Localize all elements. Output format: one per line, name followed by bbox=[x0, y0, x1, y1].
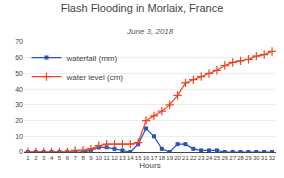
svg-text:20: 20 bbox=[15, 117, 23, 124]
svg-text:2: 2 bbox=[34, 155, 38, 161]
svg-text:28: 28 bbox=[237, 155, 244, 161]
svg-text:7: 7 bbox=[74, 155, 78, 161]
svg-text:29: 29 bbox=[245, 155, 252, 161]
svg-text:50: 50 bbox=[15, 70, 23, 77]
svg-text:10: 10 bbox=[15, 133, 23, 140]
svg-text:12: 12 bbox=[111, 155, 118, 161]
svg-text:30: 30 bbox=[253, 155, 260, 161]
svg-text:waterfall (mm): waterfall (mm) bbox=[66, 54, 118, 63]
svg-text:25: 25 bbox=[214, 155, 221, 161]
svg-text:11: 11 bbox=[104, 155, 111, 161]
svg-text:17: 17 bbox=[151, 155, 158, 161]
svg-text:10: 10 bbox=[95, 155, 102, 161]
svg-text:5: 5 bbox=[58, 155, 62, 161]
svg-text:6: 6 bbox=[66, 155, 70, 161]
svg-text:14: 14 bbox=[127, 155, 134, 161]
svg-text:4: 4 bbox=[50, 155, 54, 161]
svg-text:18: 18 bbox=[158, 155, 165, 161]
svg-text:water level (cm): water level (cm) bbox=[66, 73, 124, 82]
svg-text:Flash Flooding in Morlaix, Fra: Flash Flooding in Morlaix, France bbox=[61, 2, 224, 14]
svg-text:40: 40 bbox=[15, 86, 23, 93]
svg-text:32: 32 bbox=[269, 155, 276, 161]
svg-text:22: 22 bbox=[190, 155, 197, 161]
svg-text:70: 70 bbox=[15, 38, 23, 45]
svg-text:1: 1 bbox=[26, 155, 30, 161]
svg-text:15: 15 bbox=[135, 155, 142, 161]
svg-text:16: 16 bbox=[143, 155, 150, 161]
svg-text:21: 21 bbox=[182, 155, 189, 161]
svg-text:20: 20 bbox=[174, 155, 181, 161]
svg-text:19: 19 bbox=[166, 155, 173, 161]
svg-text:23: 23 bbox=[198, 155, 205, 161]
svg-text:3: 3 bbox=[42, 155, 46, 161]
svg-text:8: 8 bbox=[81, 155, 85, 161]
svg-text:9: 9 bbox=[89, 155, 93, 161]
svg-text:June 3, 2018: June 3, 2018 bbox=[126, 27, 174, 36]
svg-text:26: 26 bbox=[221, 155, 228, 161]
svg-text:27: 27 bbox=[229, 155, 236, 161]
svg-text:30: 30 bbox=[15, 101, 23, 108]
svg-text:Hours: Hours bbox=[139, 161, 160, 170]
svg-text:60: 60 bbox=[15, 54, 23, 61]
svg-text:0: 0 bbox=[19, 148, 23, 155]
svg-text:31: 31 bbox=[261, 155, 268, 161]
svg-text:24: 24 bbox=[206, 155, 213, 161]
svg-text:13: 13 bbox=[119, 155, 126, 161]
